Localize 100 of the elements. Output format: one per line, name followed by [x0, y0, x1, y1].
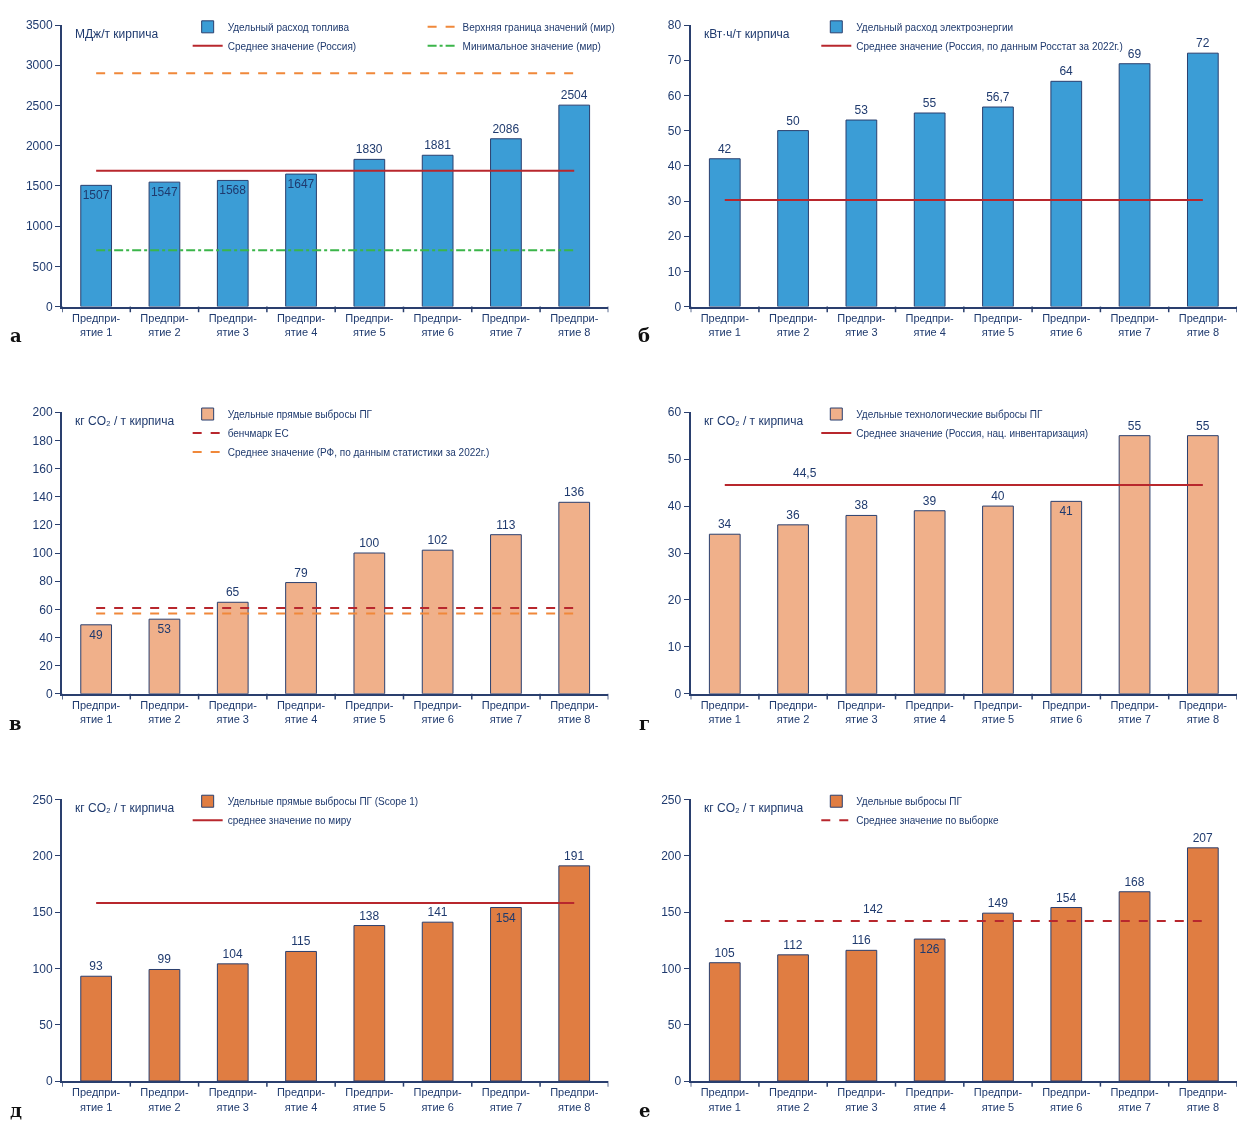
- x-tick-label: Предпри- ятие 6: [1042, 699, 1091, 726]
- y-tick-label: 200: [32, 405, 53, 420]
- data-label: 1830: [355, 142, 383, 157]
- y-tick-label: 10: [667, 640, 682, 655]
- x-tick-label: Предпри- ятие 6: [413, 699, 463, 726]
- y-tick-label: 3500: [25, 18, 53, 33]
- data-label: 154: [1056, 890, 1077, 905]
- x-tick-label: Предпри- ятие 7: [481, 1086, 531, 1113]
- x-tick-label: Предпри- ятие 1: [700, 699, 750, 726]
- data-label: 115: [291, 934, 311, 949]
- y-tick-label: 120: [32, 518, 53, 533]
- y-tick-label: 150: [661, 905, 682, 920]
- y-axis-title: кг CO₂ / т кирпича: [704, 801, 804, 815]
- y-axis-title: кг CO₂ / т кирпича: [75, 801, 175, 815]
- x-tick-label: Предпри- ятие 2: [140, 1086, 189, 1113]
- data-label: 2086: [492, 121, 520, 136]
- legend-label: Среднее значение (РФ, по данным статистики за 2022г.): [227, 446, 490, 458]
- y-axis-title: кг CO₂ / т кирпича: [75, 414, 175, 428]
- data-label: 207: [1192, 830, 1214, 845]
- data-label: 40: [991, 489, 1005, 504]
- y-tick-label: 160: [32, 461, 53, 476]
- x-tick-label: Предпри- ятие 8: [550, 699, 599, 726]
- data-label: 138: [359, 908, 380, 923]
- y-tick-label: 1000: [25, 219, 53, 234]
- legend-label: Удельные прямые выбросы ПГ (Scope 1): [227, 796, 419, 808]
- y-tick-label: 0: [45, 687, 53, 701]
- text: д: [10, 1100, 22, 1121]
- x-tick-label: Предпри- ятие 1: [700, 1086, 750, 1113]
- x-tick-label: Предпри- ятие 8: [1178, 1086, 1228, 1113]
- x-tick-label: Предпри- ятие 2: [768, 311, 818, 339]
- legend-label: Удельные прямые выбросы ПГ: [227, 408, 373, 420]
- x-tick-label: Предпри- ятие 1: [700, 311, 750, 339]
- data-label: 113: [496, 517, 516, 532]
- x-tick-label: Предпри- ятие 4: [905, 699, 955, 726]
- data-label: 49: [89, 627, 103, 642]
- y-tick-label: 10: [667, 264, 682, 279]
- x-tick-label: Предпри- ятие 5: [973, 1086, 1023, 1113]
- x-tick-label: Предпри- ятие 7: [1110, 1086, 1159, 1113]
- data-label: 105: [714, 945, 735, 960]
- data-label: 69: [1127, 46, 1142, 61]
- y-tick-label: 100: [32, 961, 53, 976]
- x-tick-label: Предпри- ятие 1: [72, 699, 121, 726]
- y-tick-label: 150: [32, 905, 53, 920]
- data-label: 93: [89, 959, 103, 974]
- data-label: 42: [717, 141, 732, 156]
- y-tick-label: 60: [667, 88, 682, 103]
- data-label: 154: [495, 910, 517, 925]
- legend-label: Удельный расход электроэнергии: [856, 21, 1014, 33]
- legend-label: Среднее значение по выборке: [856, 815, 999, 827]
- data-label: 79: [294, 565, 308, 580]
- y-tick-label: 2500: [25, 98, 53, 113]
- data-label: 1547: [150, 185, 178, 200]
- y-tick-label: 500: [32, 259, 53, 274]
- x-tick-label: Предпри- ятие 2: [140, 699, 189, 726]
- data-label: 64: [1059, 64, 1074, 79]
- data-label: 39: [922, 493, 937, 508]
- data-label: 55: [1196, 418, 1210, 433]
- text: в: [9, 713, 22, 734]
- y-tick-label: 0: [674, 687, 682, 701]
- legend-label: среднее значение по миру: [227, 815, 352, 827]
- data-label: 2504: [560, 88, 588, 103]
- legend-label: Среднее значение (Россия, нац. инвентаризация): [856, 427, 1089, 439]
- y-axis-title: МДж/т кирпича: [75, 27, 159, 41]
- x-tick-label: Предпри- ятие 3: [837, 311, 886, 339]
- legend-label: Среднее значение (Россия, по данным Росстат за 2022г.): [856, 40, 1123, 52]
- legend-label: Удельный расход топлива: [227, 21, 350, 33]
- x-tick-label: Предпри- ятие 5: [345, 699, 394, 726]
- x-tick-label: Предпри- ятие 7: [1110, 699, 1159, 726]
- x-tick-label: Предпри- ятие 5: [345, 311, 394, 339]
- y-tick-label: 0: [674, 1074, 682, 1089]
- x-tick-label: Предпри- ятие 8: [550, 1086, 599, 1113]
- x-tick-label: Предпри- ятие 3: [208, 1086, 258, 1113]
- y-tick-label: 20: [667, 593, 682, 608]
- y-tick-label: 80: [39, 574, 53, 589]
- x-tick-label: Предпри- ятие 4: [276, 1086, 326, 1113]
- y-tick-label: 80: [667, 18, 682, 33]
- y-tick-label: 30: [667, 194, 682, 209]
- x-tick-label: Предпри- ятие 3: [208, 311, 258, 339]
- text: е: [639, 1100, 651, 1121]
- x-tick-label: Предпри- ятие 8: [1178, 699, 1228, 726]
- x-tick-label: Предпри- ятие 3: [837, 1086, 886, 1113]
- annotation: 142: [863, 902, 884, 916]
- y-tick-label: 100: [32, 546, 53, 561]
- x-tick-label: Предпри- ятие 1: [72, 1086, 121, 1113]
- legend-label: Удельные технологические выбросы ПГ: [856, 408, 1044, 420]
- data-label: 1568: [219, 183, 247, 198]
- x-tick-label: Предпри- ятие 2: [768, 699, 818, 726]
- y-tick-label: 30: [667, 546, 682, 561]
- data-label: 53: [854, 103, 869, 118]
- y-tick-label: 140: [32, 489, 53, 504]
- x-tick-label: Предпри- ятие 4: [276, 311, 326, 339]
- x-tick-label: Предпри- ятие 6: [1042, 1086, 1091, 1113]
- data-label: 126: [919, 942, 940, 957]
- legend-label: Верхняя граница значений (мир): [462, 21, 615, 33]
- y-tick-label: 200: [32, 848, 53, 863]
- y-tick-label: 2000: [25, 138, 53, 153]
- data-label: 100: [359, 536, 380, 550]
- y-tick-label: 0: [45, 299, 53, 314]
- y-tick-label: 40: [667, 499, 682, 514]
- data-label: 36: [786, 507, 800, 522]
